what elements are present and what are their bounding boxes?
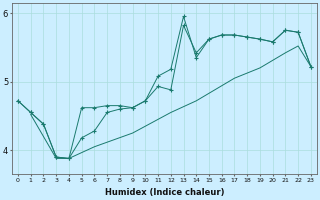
X-axis label: Humidex (Indice chaleur): Humidex (Indice chaleur) bbox=[105, 188, 224, 197]
